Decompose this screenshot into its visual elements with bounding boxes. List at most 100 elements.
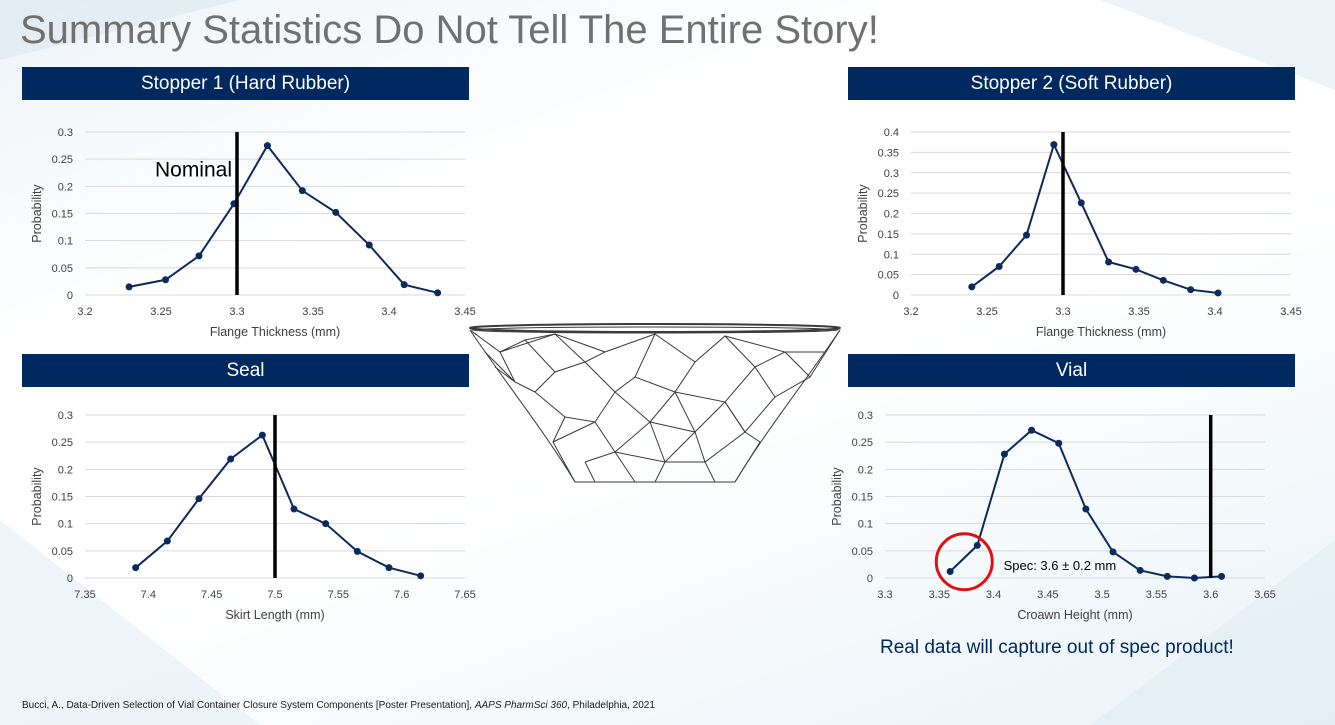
series-line [971, 141, 1219, 294]
data-point [125, 283, 133, 291]
data-point [417, 572, 425, 580]
data-point [195, 252, 203, 260]
x-tick-label: 3.4 [1207, 306, 1222, 318]
nominal-annotation: Nominal [155, 159, 232, 182]
x-tick-label: 3.3 [229, 306, 244, 318]
x-axis-label: Croawn Height (mm) [1017, 608, 1132, 622]
data-point [995, 262, 1003, 270]
page-title: Summary Statistics Do Not Tell The Entir… [20, 8, 879, 52]
y-tick-label: 0.2 [58, 181, 73, 193]
y-tick-label: 0 [67, 290, 73, 302]
data-point [227, 455, 235, 463]
chart-seal: 0 0.05 0.1 0.15 0.2 0.25 0.3 7.35 7.4 7.45 7.5 7.55… [30, 410, 476, 622]
x-tick-label: 7.4 [141, 589, 156, 601]
y-tick-label: 0.15 [878, 229, 899, 241]
y-tick-label: 0.3 [58, 410, 73, 422]
data-point [385, 564, 393, 572]
x-tick-label: 7.55 [328, 589, 349, 601]
data-point [1055, 439, 1063, 447]
y-axis-label: Probability [30, 184, 44, 243]
y-tick-label: 0.05 [852, 546, 873, 558]
y-tick-label: 0.15 [852, 492, 873, 504]
data-point [258, 431, 266, 439]
chart-stopper-1: 0 0.05 0.1 0.15 0.2 0.25 0.3 3.2 3.25 3.3 3.35 3.4 3… [30, 127, 476, 339]
data-point [946, 567, 954, 575]
x-tick-label: 7.65 [454, 589, 475, 601]
data-point [1050, 141, 1058, 149]
x-tick-label: 3.35 [929, 589, 950, 601]
y-tick-label: 0.05 [52, 263, 73, 275]
y-tick-label: 0.1 [58, 519, 73, 531]
data-point [195, 495, 203, 503]
x-tick-label: 3.45 [1280, 306, 1301, 318]
data-point [1028, 426, 1036, 434]
data-point [400, 281, 408, 289]
y-tick-label: 0.25 [878, 188, 899, 200]
y-tick-label: 0.1 [884, 249, 899, 261]
x-tick-label: 3.25 [150, 306, 171, 318]
data-point [290, 505, 298, 513]
panel-header-vial: Vial [848, 354, 1295, 387]
y-tick-label: 0.4 [884, 127, 899, 139]
y-tick-label: 0.25 [52, 437, 73, 449]
x-axis-label: Flange Thickness (mm) [210, 325, 340, 339]
x-tick-label: 3.35 [302, 306, 323, 318]
data-point [353, 547, 361, 555]
y-tick-label: 0.3 [884, 168, 899, 180]
citation: Bucci, A., Data-Driven Selection of Vial… [22, 700, 655, 711]
data-point [322, 520, 330, 528]
data-point [162, 276, 170, 284]
citation-text: Bucci, A., Data-Driven Selection of Vial… [22, 700, 475, 711]
y-tick-label: 0.3 [58, 127, 73, 139]
data-point [263, 142, 271, 150]
conclusion-text: Real data will capture out of spec produ… [880, 637, 1234, 658]
spec-annotation: Spec: 3.6 ± 0.2 mm [1004, 558, 1117, 573]
data-point [1163, 572, 1171, 580]
x-axis-label: Skirt Length (mm) [225, 608, 324, 622]
series-line [135, 433, 421, 577]
y-tick-label: 0.15 [52, 209, 73, 221]
y-tick-label: 0.35 [878, 147, 899, 159]
data-point [1000, 450, 1008, 458]
y-tick-label: 0 [867, 573, 873, 585]
y-tick-label: 0.25 [52, 154, 73, 166]
data-point [1023, 231, 1031, 239]
x-axis-label: Flange Thickness (mm) [1036, 325, 1166, 339]
x-tick-label: 3.25 [976, 306, 997, 318]
data-point [132, 564, 140, 572]
data-point [973, 541, 981, 549]
y-tick-label: 0.2 [58, 464, 73, 476]
citation-location: , Philadelphia, 2021 [567, 700, 655, 711]
data-point [1187, 286, 1195, 294]
y-axis-label: Probability [830, 467, 844, 526]
x-tick-label: 7.5 [267, 589, 282, 601]
x-tick-label: 3.45 [1037, 589, 1058, 601]
panel-header-seal: Seal [22, 354, 469, 387]
x-tick-label: 3.35 [1128, 306, 1149, 318]
x-tick-label: 3.55 [1146, 589, 1167, 601]
x-tick-label: 3.65 [1254, 589, 1275, 601]
wireframe-funnel-icon [469, 323, 841, 483]
x-tick-label: 3.2 [77, 306, 92, 318]
y-axis-label: Probability [30, 467, 44, 526]
chart-vial: 0 0.05 0.1 0.15 0.2 0.25 0.3 3.3 3.35 3.4 3.45 3.5 3… [830, 410, 1276, 622]
data-point [1077, 199, 1085, 207]
data-point [1136, 566, 1144, 574]
x-tick-label: 3.45 [454, 306, 475, 318]
y-tick-label: 0.3 [858, 410, 873, 422]
x-tick-label: 7.35 [74, 589, 95, 601]
data-point [434, 289, 442, 297]
x-tick-label: 3.4 [381, 306, 396, 318]
citation-venue: AAPS PharmSci 360 [474, 700, 568, 711]
data-point [1190, 574, 1198, 582]
panel-header-stopper-2: Stopper 2 (Soft Rubber) [848, 67, 1295, 100]
x-tick-label: 7.45 [201, 589, 222, 601]
y-tick-label: 0.15 [52, 492, 73, 504]
data-point [1109, 548, 1117, 556]
x-tick-label: 3.3 [877, 589, 892, 601]
y-tick-label: 0.2 [858, 464, 873, 476]
series-line [128, 143, 438, 294]
data-point [163, 537, 171, 545]
chart-stopper-2: 0 0.05 0.1 0.15 0.2 0.25 0.3 0.35 0.4 3.2 3.25 3.3 3… [856, 127, 1302, 339]
data-point [365, 241, 373, 249]
